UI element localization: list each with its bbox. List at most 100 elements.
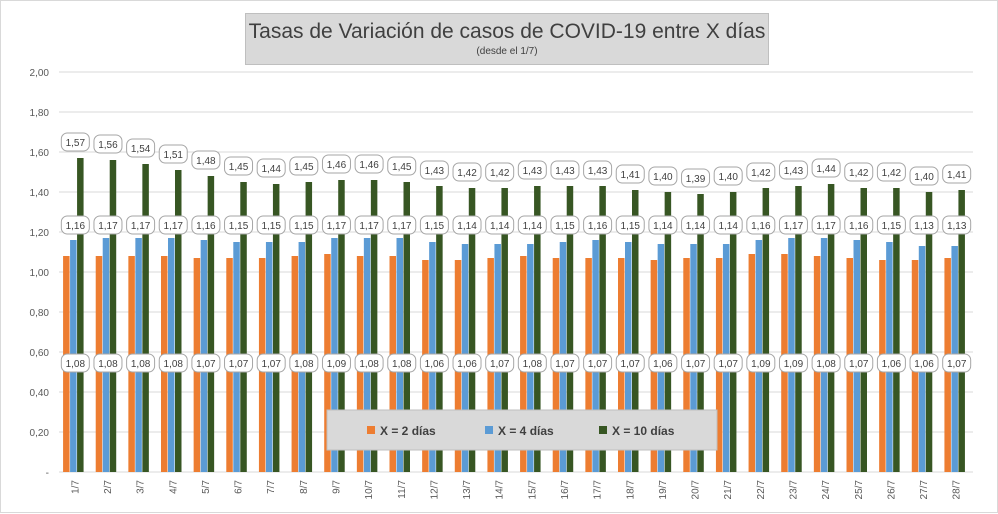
data-label-box (419, 160, 449, 180)
data-label-box (158, 353, 188, 373)
data-label-box (909, 215, 939, 235)
data-label-box (681, 215, 711, 235)
bar-3 (338, 180, 345, 472)
bar-3 (893, 188, 900, 472)
data-label: 1,17 (359, 221, 379, 232)
x-tick-label: 16/7 (560, 480, 571, 500)
data-label: 1,08 (131, 359, 151, 370)
data-label: 1,42 (457, 168, 477, 179)
data-label-box (419, 353, 449, 373)
data-label-box (517, 215, 547, 235)
bar-3 (599, 186, 606, 472)
data-label-box (550, 353, 580, 373)
data-label-box (681, 168, 711, 188)
data-label-box (681, 353, 711, 373)
data-label: 1,54 (131, 144, 151, 155)
legend-swatch (485, 426, 493, 434)
data-label: 1,13 (914, 221, 934, 232)
data-label-box (60, 215, 90, 235)
data-label: 1,06 (653, 359, 673, 370)
bar-3 (664, 192, 672, 472)
data-label-box (876, 353, 906, 373)
legend-label: X = 10 días (612, 424, 675, 438)
data-label-box (93, 215, 123, 235)
x-tick-label: 23/7 (788, 480, 799, 500)
data-label: 1,09 (327, 359, 347, 370)
data-label-box (811, 158, 841, 178)
data-label: 1,42 (882, 168, 902, 179)
x-tick-label: 11/7 (397, 480, 408, 499)
y-tick-label: 2,00 (30, 68, 50, 79)
bar-3 (240, 182, 247, 472)
bar-3 (860, 188, 867, 472)
data-label: 1,07 (588, 359, 608, 370)
data-label: 1,07 (196, 359, 216, 370)
bar-3 (403, 182, 410, 472)
x-tick-label: 5/7 (201, 480, 212, 494)
data-label: 1,14 (653, 221, 673, 232)
data-label: 1,16 (751, 221, 771, 232)
data-label: 1,43 (425, 166, 445, 177)
bar-3 (468, 188, 476, 472)
data-label: 1,43 (523, 166, 543, 177)
data-label: 1,06 (914, 359, 934, 370)
x-tick-label: 25/7 (854, 480, 865, 500)
data-label-box (224, 353, 254, 373)
data-label-box (256, 158, 286, 178)
data-label-box (191, 215, 221, 235)
y-tick-label: - (46, 468, 49, 479)
data-label-box (93, 134, 123, 154)
data-label: 1,57 (66, 138, 86, 149)
legend-box (326, 409, 718, 451)
data-label-box (713, 166, 743, 186)
data-label: 1,40 (914, 172, 934, 183)
data-label: 1,17 (327, 221, 347, 232)
data-label-box (224, 215, 254, 235)
data-label-box (354, 154, 384, 174)
legend-swatch (367, 426, 375, 434)
data-label: 1,17 (164, 221, 184, 232)
chart-subtitle: (desde el 1/7) (476, 46, 538, 57)
x-tick-label: 24/7 (821, 480, 832, 500)
data-label: 1,15 (425, 221, 445, 232)
data-label-box (158, 215, 188, 235)
data-label-box (909, 353, 939, 373)
data-label-box (746, 353, 776, 373)
data-label-box (746, 215, 776, 235)
data-label-box (485, 215, 515, 235)
x-tick-label: 2/7 (103, 480, 114, 494)
data-label: 1,09 (784, 359, 804, 370)
bar-3 (175, 170, 182, 472)
data-label-box (387, 156, 417, 176)
bar-3 (827, 184, 835, 472)
data-label: 1,17 (392, 221, 412, 232)
data-label-box (354, 353, 384, 373)
data-label-box (876, 215, 906, 235)
data-label: 1,08 (816, 359, 836, 370)
data-label: 1,07 (229, 359, 249, 370)
x-tick-label: 8/7 (299, 480, 310, 494)
data-label: 1,48 (196, 156, 216, 167)
data-label: 1,44 (816, 164, 836, 175)
data-label: 1,45 (294, 162, 314, 173)
x-tick-label: 14/7 (495, 480, 506, 500)
bar-3 (534, 186, 541, 472)
x-tick-label: 1/7 (70, 480, 81, 494)
data-label: 1,14 (686, 221, 706, 232)
data-label: 1,43 (784, 166, 804, 177)
data-label-box (289, 156, 319, 176)
y-tick-label: 0,80 (30, 308, 50, 319)
data-label: 1,09 (751, 359, 771, 370)
data-label: 1,16 (849, 221, 869, 232)
data-label: 1,45 (229, 162, 249, 173)
data-label: 1,17 (131, 221, 151, 232)
data-label-box (909, 166, 939, 186)
data-label-box (778, 353, 808, 373)
data-label-box (387, 215, 417, 235)
data-label: 1,06 (882, 359, 902, 370)
data-label: 1,43 (588, 166, 608, 177)
data-label-box (60, 353, 90, 373)
data-label: 1,43 (555, 166, 575, 177)
y-tick-label: 1,00 (30, 268, 50, 279)
